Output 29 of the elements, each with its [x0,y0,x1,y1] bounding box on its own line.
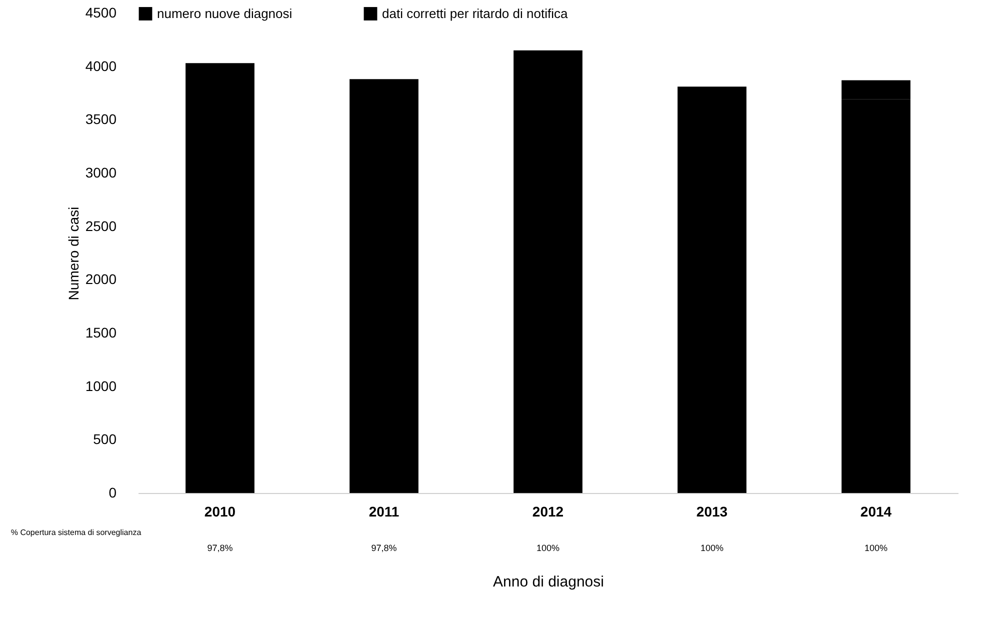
y-tick-label: 2000 [85,271,117,288]
text: 97,8% [207,543,233,553]
y-tick-label: 1000 [85,378,117,394]
y-tick-label: 4000 [85,58,117,74]
text: % Copertura sistema di sorveglianza [10,528,142,537]
bar [350,79,418,493]
bar [514,50,582,493]
legend-label: dati corretti per ritardo di notifica [382,6,568,21]
text: 100% [864,543,888,553]
x-tick-label: 2010 [204,504,236,520]
x-tick-label: 2012 [532,504,564,520]
x-tick-label: 2011 [368,504,400,520]
bar [186,63,254,493]
text: 97,8% [371,543,397,553]
text: 100% [700,543,724,553]
x-axis-title: Anno di diagnosi [493,574,604,590]
y-tick-label: 500 [93,431,117,448]
y-tick-label: 3500 [85,111,117,128]
y-tick-label: 0 [108,484,117,500]
x-tick-label: 2013 [696,504,728,520]
y-tick-label: 3000 [85,164,117,180]
y-axis-title: Numero di casi [65,206,82,300]
y-tick-label: 1500 [85,324,117,340]
y-tick-label: 2500 [85,218,117,234]
text: 100% [536,543,560,553]
legend-label: numero nuove diagnosi [157,6,292,21]
bar [678,86,746,493]
y-tick-label: 4500 [85,4,117,20]
x-tick-label: 2014 [860,504,892,520]
